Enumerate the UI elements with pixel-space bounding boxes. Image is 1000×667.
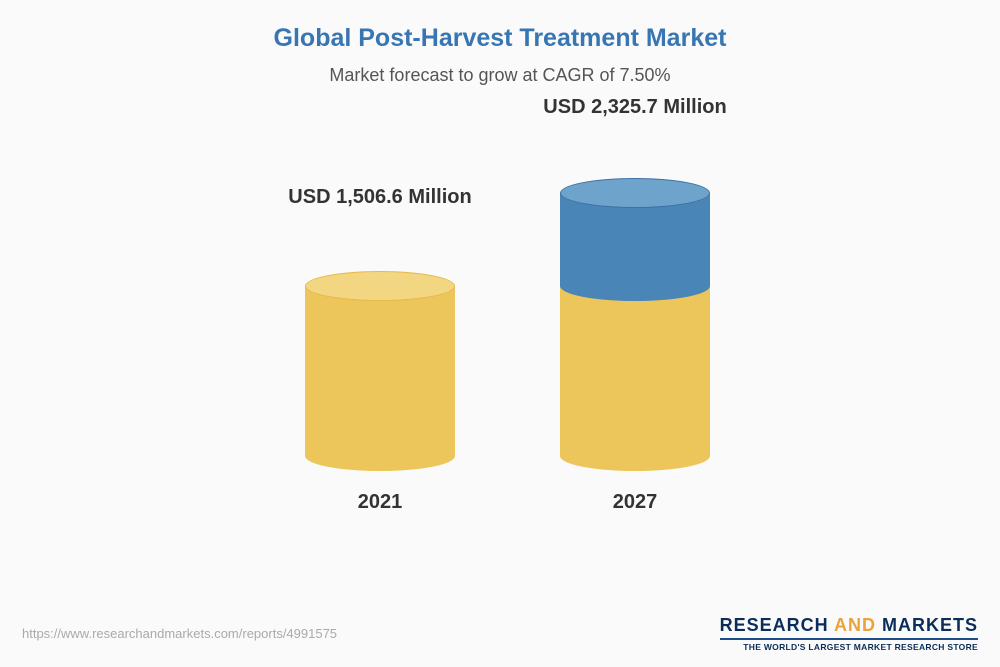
- logo-word-markets: MARKETS: [882, 615, 978, 635]
- logo-word-research: RESEARCH: [720, 615, 829, 635]
- chart-area: USD 1,506.6 Million 2021 USD 2,325.7 Mil…: [0, 96, 1000, 536]
- chart-subtitle: Market forecast to grow at CAGR of 7.50%: [0, 65, 1000, 86]
- cylinder-side-2027-yellow: [560, 286, 710, 456]
- cylinder-top-2021: [305, 271, 455, 301]
- logo-word-and: AND: [834, 615, 876, 635]
- cylinder-blue-bottom-2027: [560, 271, 710, 301]
- cylinder-side-2021: [305, 286, 455, 456]
- value-label-2027: USD 2,325.7 Million: [505, 96, 765, 119]
- cylinder-bottom-2021: [305, 441, 455, 471]
- value-label-2021: USD 1,506.6 Million: [250, 186, 510, 209]
- year-label-2027: 2027: [560, 491, 710, 514]
- logo-text: RESEARCH AND MARKETS: [720, 615, 978, 636]
- cylinder-top-2027: [560, 178, 710, 208]
- footer-logo: RESEARCH AND MARKETS THE WORLD'S LARGEST…: [720, 615, 978, 652]
- year-label-2021: 2021: [305, 491, 455, 514]
- chart-title: Global Post-Harvest Treatment Market: [0, 0, 1000, 53]
- footer: https://www.researchandmarkets.com/repor…: [0, 609, 1000, 667]
- footer-url: https://www.researchandmarkets.com/repor…: [22, 626, 337, 641]
- cylinder-bottom-2027: [560, 441, 710, 471]
- logo-tagline: THE WORLD'S LARGEST MARKET RESEARCH STOR…: [720, 638, 978, 652]
